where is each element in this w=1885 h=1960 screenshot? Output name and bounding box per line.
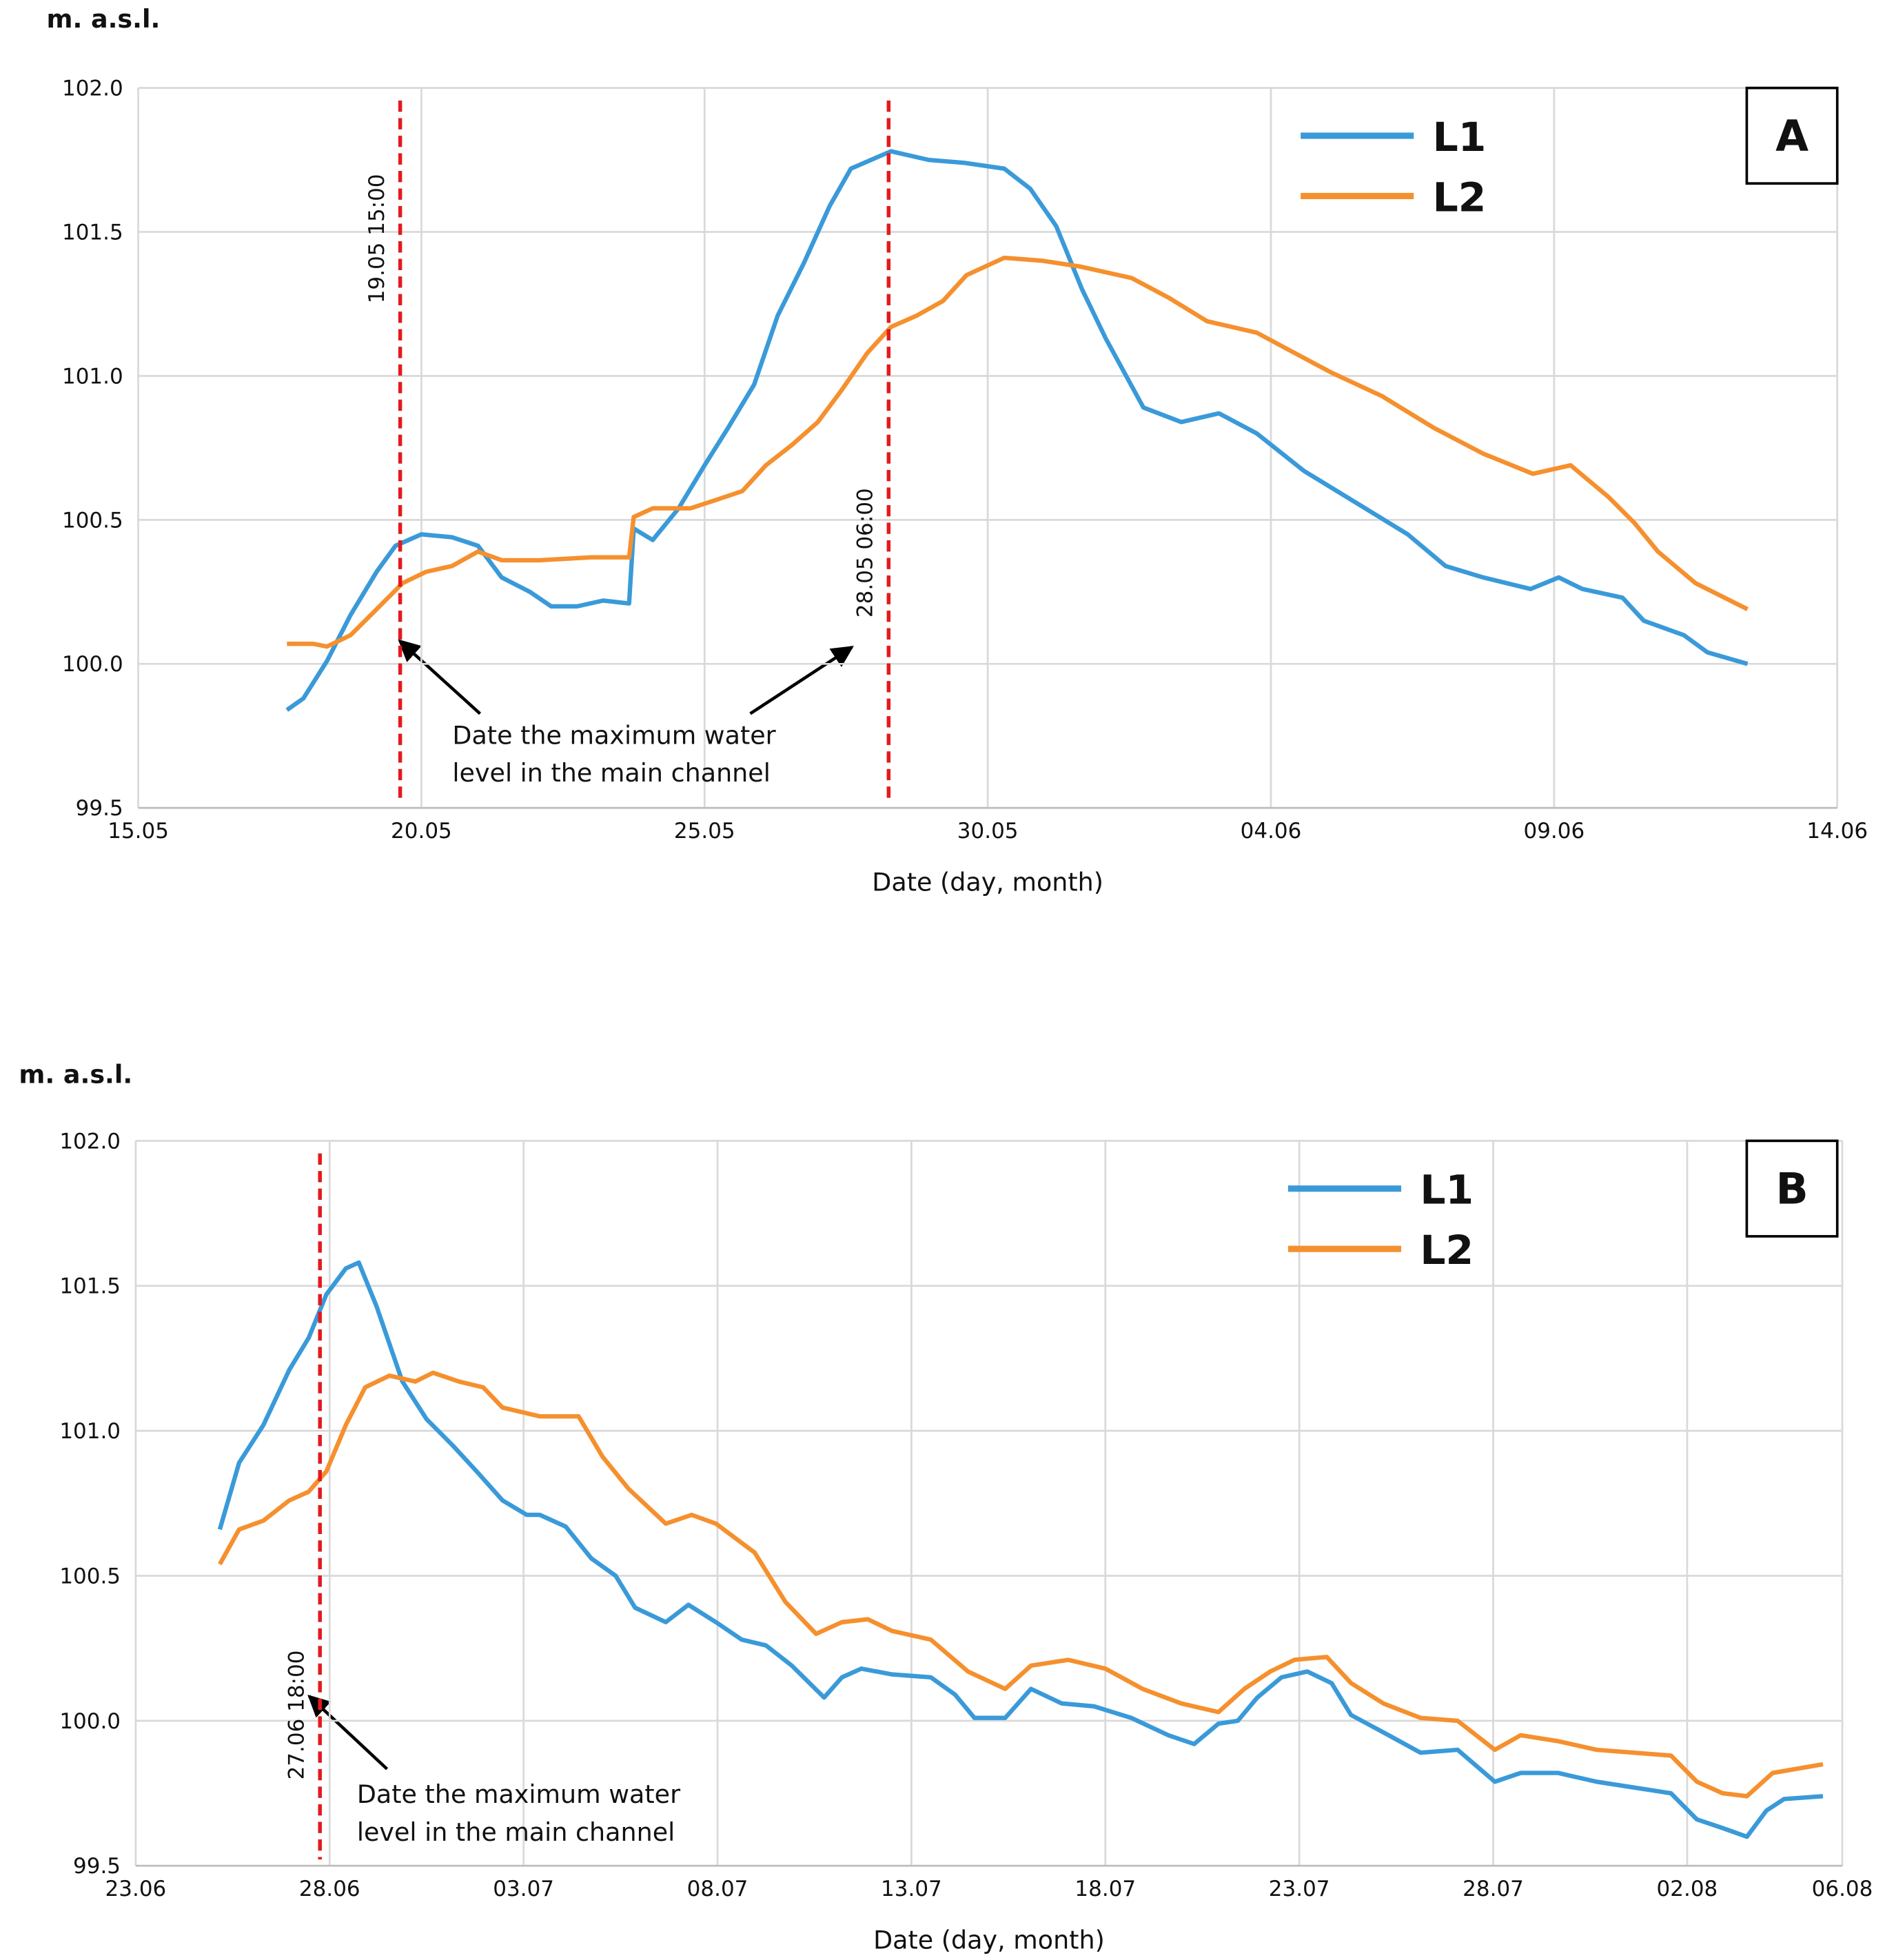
annotation: level in the main channel: [452, 758, 770, 788]
y-tick-label: 100.5: [59, 1564, 121, 1589]
x-axis-label: Date (day, month): [873, 1926, 1105, 1955]
y-tick-label: 100.0: [62, 652, 123, 677]
panel-label: A: [1775, 111, 1808, 161]
x-tick-label: 30.05: [957, 819, 1019, 844]
legend-label: L2: [1420, 1227, 1474, 1274]
x-tick-label: 28.06: [299, 1877, 360, 1901]
x-tick-label: 18.07: [1074, 1877, 1136, 1901]
arrow: [398, 639, 482, 715]
event-label: 27.06 18:00: [285, 1651, 309, 1780]
x-tick-label: 02.08: [1657, 1877, 1718, 1901]
x-tick-label: 23.06: [105, 1877, 167, 1901]
annotation: level in the main channel: [357, 1817, 675, 1847]
x-tick-label: 25.05: [674, 819, 735, 844]
x-tick-label: 04.06: [1241, 819, 1302, 844]
arrow: [307, 1694, 389, 1770]
y-tick-label: 101.0: [62, 364, 123, 389]
arrow: [749, 645, 854, 715]
x-tick-label: 23.07: [1269, 1877, 1330, 1901]
y-tick-label: 100.5: [62, 508, 123, 533]
panel-label: B: [1775, 1164, 1808, 1214]
x-tick-label: 08.07: [687, 1877, 748, 1901]
panel-box: [1745, 1139, 1839, 1238]
x-tick-label: 28.07: [1463, 1877, 1524, 1901]
panel-box: [1745, 86, 1839, 185]
y-tick-label: 100.0: [59, 1709, 121, 1734]
event-label: 28.05 06:00: [853, 488, 878, 617]
x-tick-label: 15.05: [108, 819, 169, 844]
y-axis-label: m. a.s.l.: [46, 4, 160, 34]
y-tick-label: 101.0: [59, 1419, 121, 1444]
x-tick-label: 03.07: [493, 1877, 554, 1901]
y-tick-label: 102.0: [62, 76, 123, 101]
legend-label: L1: [1420, 1167, 1474, 1214]
y-axis-label: m. a.s.l.: [19, 1059, 132, 1089]
y-tick-label: 101.5: [62, 220, 123, 245]
annotation: Date the maximum water: [452, 720, 775, 750]
y-tick-label: 99.5: [76, 796, 123, 821]
x-tick-label: 06.08: [1812, 1877, 1873, 1901]
event-label: 19.05 15:00: [365, 174, 389, 303]
data-line: [217, 1260, 1824, 1839]
data-line: [287, 255, 1749, 649]
y-tick-label: 102.0: [59, 1129, 121, 1154]
annotation: Date the maximum water: [357, 1779, 680, 1809]
legend-label: L2: [1433, 174, 1487, 221]
y-tick-label: 101.5: [59, 1274, 121, 1299]
x-tick-label: 20.05: [391, 819, 452, 844]
data-line: [218, 1370, 1824, 1799]
x-tick-label: 14.06: [1806, 819, 1868, 844]
y-tick-label: 99.5: [73, 1854, 121, 1879]
x-axis-label: Date (day, month): [872, 868, 1103, 897]
x-tick-label: 13.07: [881, 1877, 942, 1901]
legend-label: L1: [1433, 114, 1487, 161]
x-tick-label: 09.06: [1524, 819, 1585, 844]
data-line: [285, 149, 1749, 712]
